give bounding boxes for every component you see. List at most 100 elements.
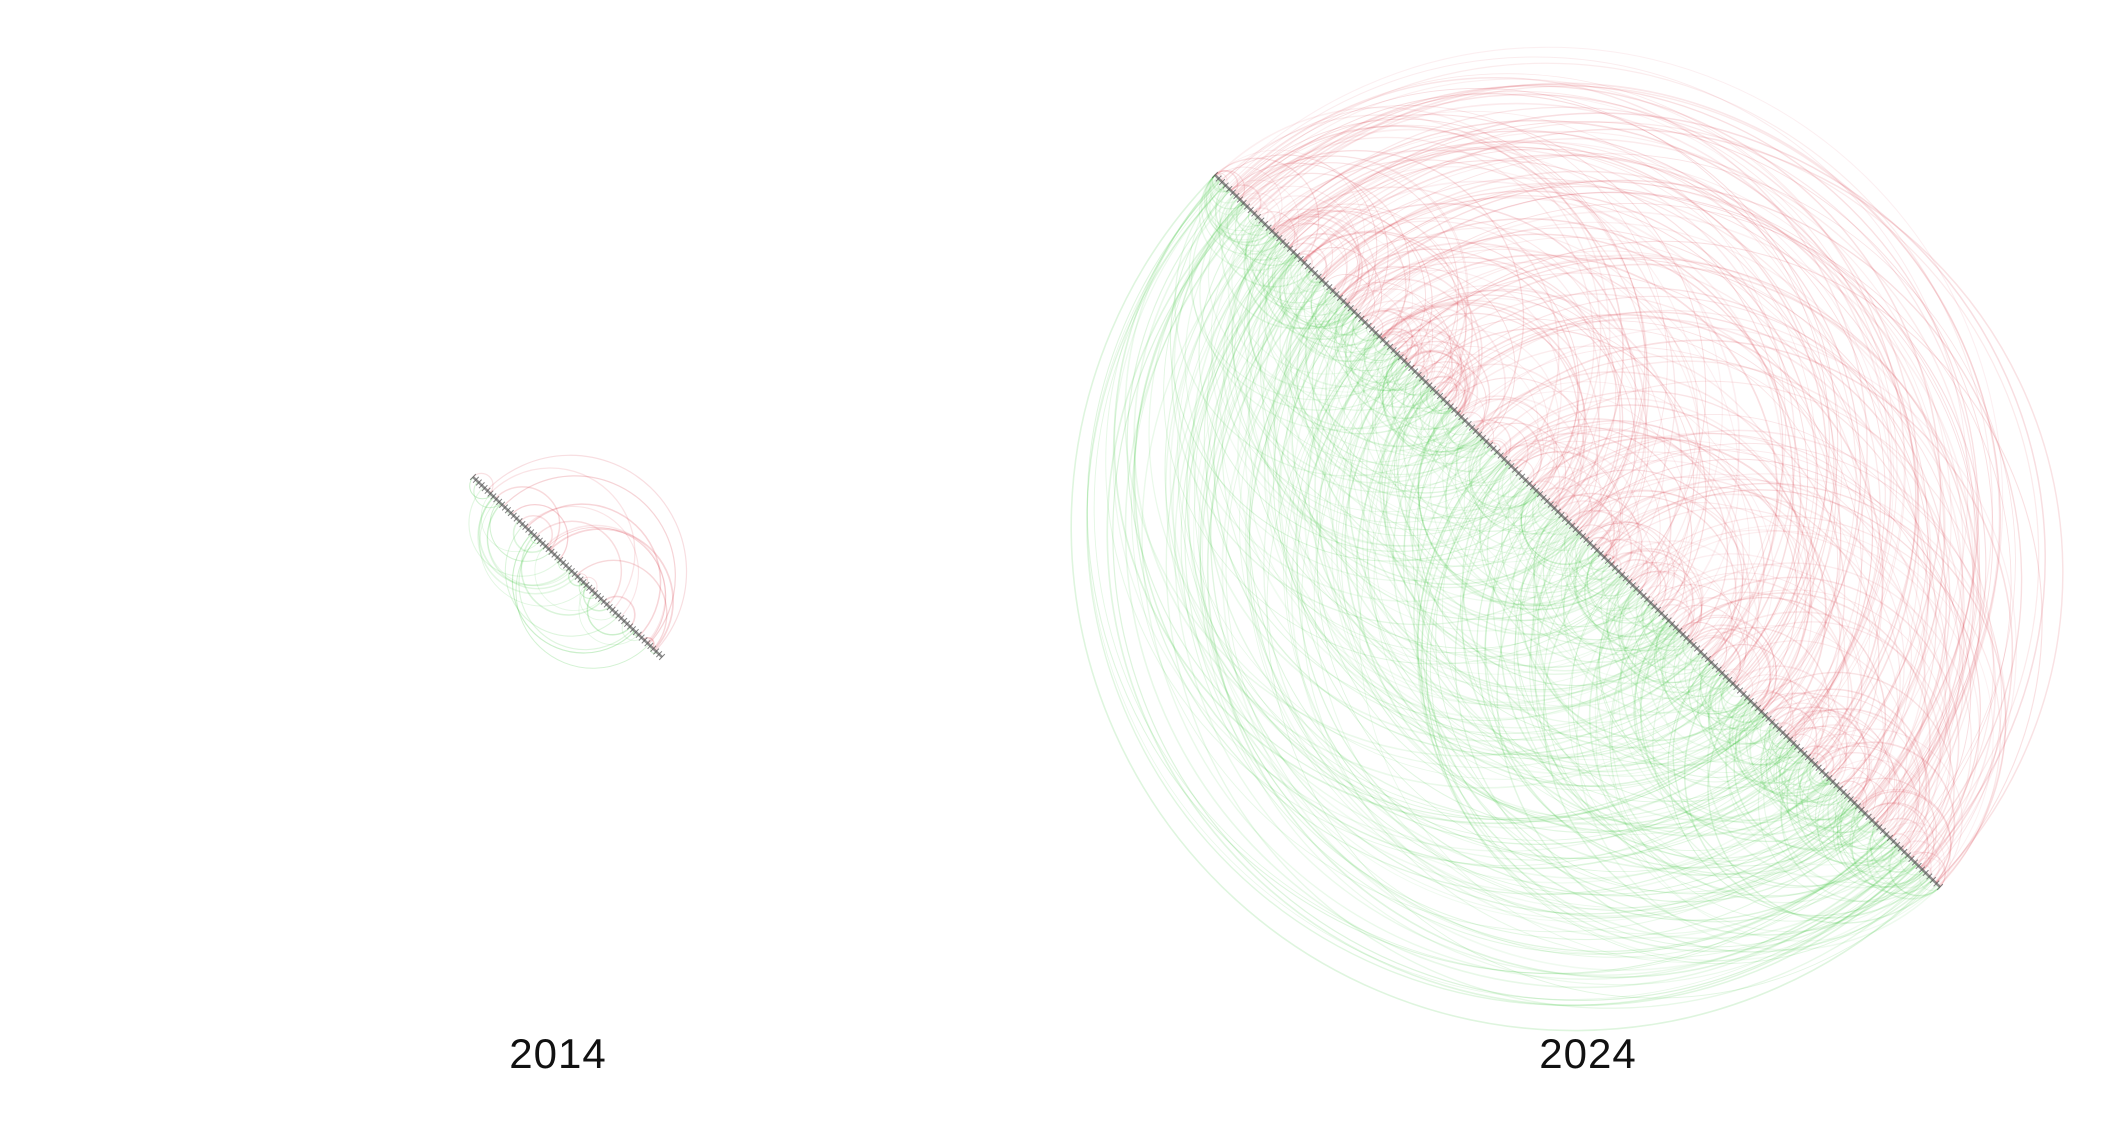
panel-2024-lower-arc xyxy=(1391,354,1433,396)
panel-2024-lower-arc xyxy=(1642,602,1692,652)
panel-2024-upper-arc xyxy=(1277,223,1360,305)
panel-2024-upper-arc xyxy=(1373,315,1459,401)
panel-2024-upper-arc xyxy=(1691,634,1741,685)
panel-2014-upper-arc xyxy=(489,467,636,611)
panel-2024-upper-arc xyxy=(1801,733,1901,832)
panel-2024-lower-arc xyxy=(1482,439,1493,450)
panel-2024-upper-arc xyxy=(1383,329,1454,399)
panel-2024-upper-arc xyxy=(1317,153,2016,847)
panel-2024-upper-arc xyxy=(1641,585,1690,634)
panel-2024-lower-arc xyxy=(1610,615,1939,942)
panel-2024-upper-arc xyxy=(1715,664,1727,677)
panel-2024-upper-arc xyxy=(1275,186,1560,469)
panel-2024-upper-arc xyxy=(1837,777,1889,828)
panel-2024-upper-arc xyxy=(1652,563,1899,808)
panel-2014-upper-arc xyxy=(494,486,561,551)
panel-2024-upper-arc xyxy=(1332,179,1964,807)
panel-2024-lower-arc xyxy=(1384,393,1701,707)
panel-2024-lower-arc xyxy=(1548,523,1678,652)
panel-2024-upper-arc xyxy=(1786,727,1841,782)
panel-2024-lower-arc xyxy=(1215,184,1278,247)
panel-2024-upper-arc xyxy=(1565,442,2003,877)
panel-2024-lower-arc xyxy=(1289,279,1479,467)
panel-2024-upper-arc xyxy=(1287,159,1784,652)
panel-2024-lower-arc xyxy=(1374,338,1422,386)
panel-2024-upper-arc xyxy=(1813,745,1919,851)
panel-2024-lower-arc xyxy=(1366,385,1761,777)
panel-2024-lower-arc xyxy=(1387,356,1462,430)
panel-2024-lower-arc xyxy=(1659,625,1747,713)
panel-2024-lower-arc xyxy=(1851,806,1895,850)
panel-2024-upper-arc xyxy=(1382,288,1683,587)
panel-2024-lower-arc xyxy=(1664,630,1750,715)
panel-2024-upper-arc xyxy=(1303,154,1920,766)
panel-2024-lower-arc xyxy=(1415,384,1503,472)
panel-2024-lower-arc xyxy=(1301,356,1908,959)
panel-2024-lower-arc xyxy=(1296,346,1852,897)
panel-2024-upper-arc xyxy=(1587,536,1615,564)
panel-2024-lower-arc xyxy=(1311,311,1569,567)
panel-2024-upper-arc xyxy=(1486,437,1511,462)
panel-2024-lower-arc xyxy=(1779,752,1918,889)
panel-2024-lower-arc xyxy=(1174,182,1471,477)
panel-2024-lower-arc xyxy=(1575,544,1670,638)
panel-2024-upper-arc xyxy=(1472,381,1750,657)
panel-2024-lower-arc xyxy=(1765,729,1858,821)
panel-2024-lower-arc xyxy=(1416,446,1867,893)
panel-2024-upper-arc xyxy=(1338,179,2023,858)
panel-2024-lower-arc xyxy=(1210,224,1536,547)
panel-2024-upper-arc xyxy=(1779,709,1891,821)
panel-2014-upper-arc xyxy=(503,475,676,645)
panel-2024-upper-arc xyxy=(1395,254,1964,819)
panel-2024-lower-arc xyxy=(1520,485,1586,551)
panel-2024-lower-arc xyxy=(1133,193,1734,789)
panel-2014-upper-arc xyxy=(525,503,662,637)
panel-2024-upper-arc xyxy=(1237,149,1525,434)
panel-2024-lower-arc xyxy=(1542,559,1923,936)
panel-2024-lower-arc xyxy=(1817,783,1923,888)
panel-2024-lower-arc xyxy=(1247,306,1856,910)
panel-2024-lower-arc xyxy=(1395,358,1435,397)
panel-2024-upper-arc xyxy=(1276,140,1828,688)
panel-2024-upper-arc xyxy=(1663,597,1774,708)
panel-2014-upper-arc xyxy=(643,637,655,649)
panel-2024-lower-arc xyxy=(1428,396,1506,473)
panel-2024-upper-arc xyxy=(1889,833,1912,856)
panel-2024-upper-arc xyxy=(1378,327,1420,369)
panel-2024-upper-arc xyxy=(1270,218,1334,281)
panel-2024-lower-arc xyxy=(1529,534,1859,862)
panel-2024-lower-arc xyxy=(1476,492,1856,869)
panel-2024-upper-arc xyxy=(1431,381,1466,416)
panel-2014-lower-arc xyxy=(515,537,650,669)
panel-2024-lower-arc xyxy=(1639,624,1838,822)
panel-2024-lower-arc xyxy=(1653,620,1749,715)
panel-2024-lower-arc xyxy=(1568,534,1647,612)
panel-2024-lower-arc xyxy=(1919,870,1941,892)
panel-2024-upper-arc xyxy=(1534,413,1961,838)
panel-2024-upper-arc xyxy=(1458,398,1544,485)
axis-ticks-2024 xyxy=(1211,171,1944,891)
panel-2024-upper-arc xyxy=(1750,692,1806,747)
panel-2024-lower-arc xyxy=(1432,398,1493,459)
panel-2024-lower-arc xyxy=(1771,727,1809,765)
panel-2024-lower-arc xyxy=(1513,482,1603,571)
panel-2024-lower-arc xyxy=(1274,296,1657,675)
panel-2014: 2014 xyxy=(468,454,688,1077)
panel-2024-lower-arc xyxy=(1247,210,1265,227)
panel-2024-upper-arc xyxy=(1554,492,1643,581)
panel-2024-lower-arc xyxy=(1574,533,1611,570)
panel-2014-lower-arc xyxy=(473,481,502,509)
panel-2014-upper-arc xyxy=(519,515,554,549)
lower-arcs-2024 xyxy=(1070,174,1941,1032)
panel-2024-lower-arc xyxy=(1222,183,1232,194)
panel-2024-lower-arc xyxy=(1334,315,1477,457)
panel-2024-upper-arc xyxy=(1722,670,1738,686)
panel-2024-lower-arc xyxy=(1520,487,1598,565)
panel-2024-lower-arc xyxy=(1416,450,1909,940)
panel-2024-lower-arc xyxy=(1274,237,1304,267)
panel-2024-lower-arc xyxy=(1263,249,1427,411)
panel-2024-lower-arc xyxy=(1849,810,1925,886)
panel-2024-lower-arc xyxy=(1248,240,1445,435)
panel-2024-upper-arc xyxy=(1227,73,1906,746)
panel-2024-upper-arc xyxy=(1215,149,1366,299)
